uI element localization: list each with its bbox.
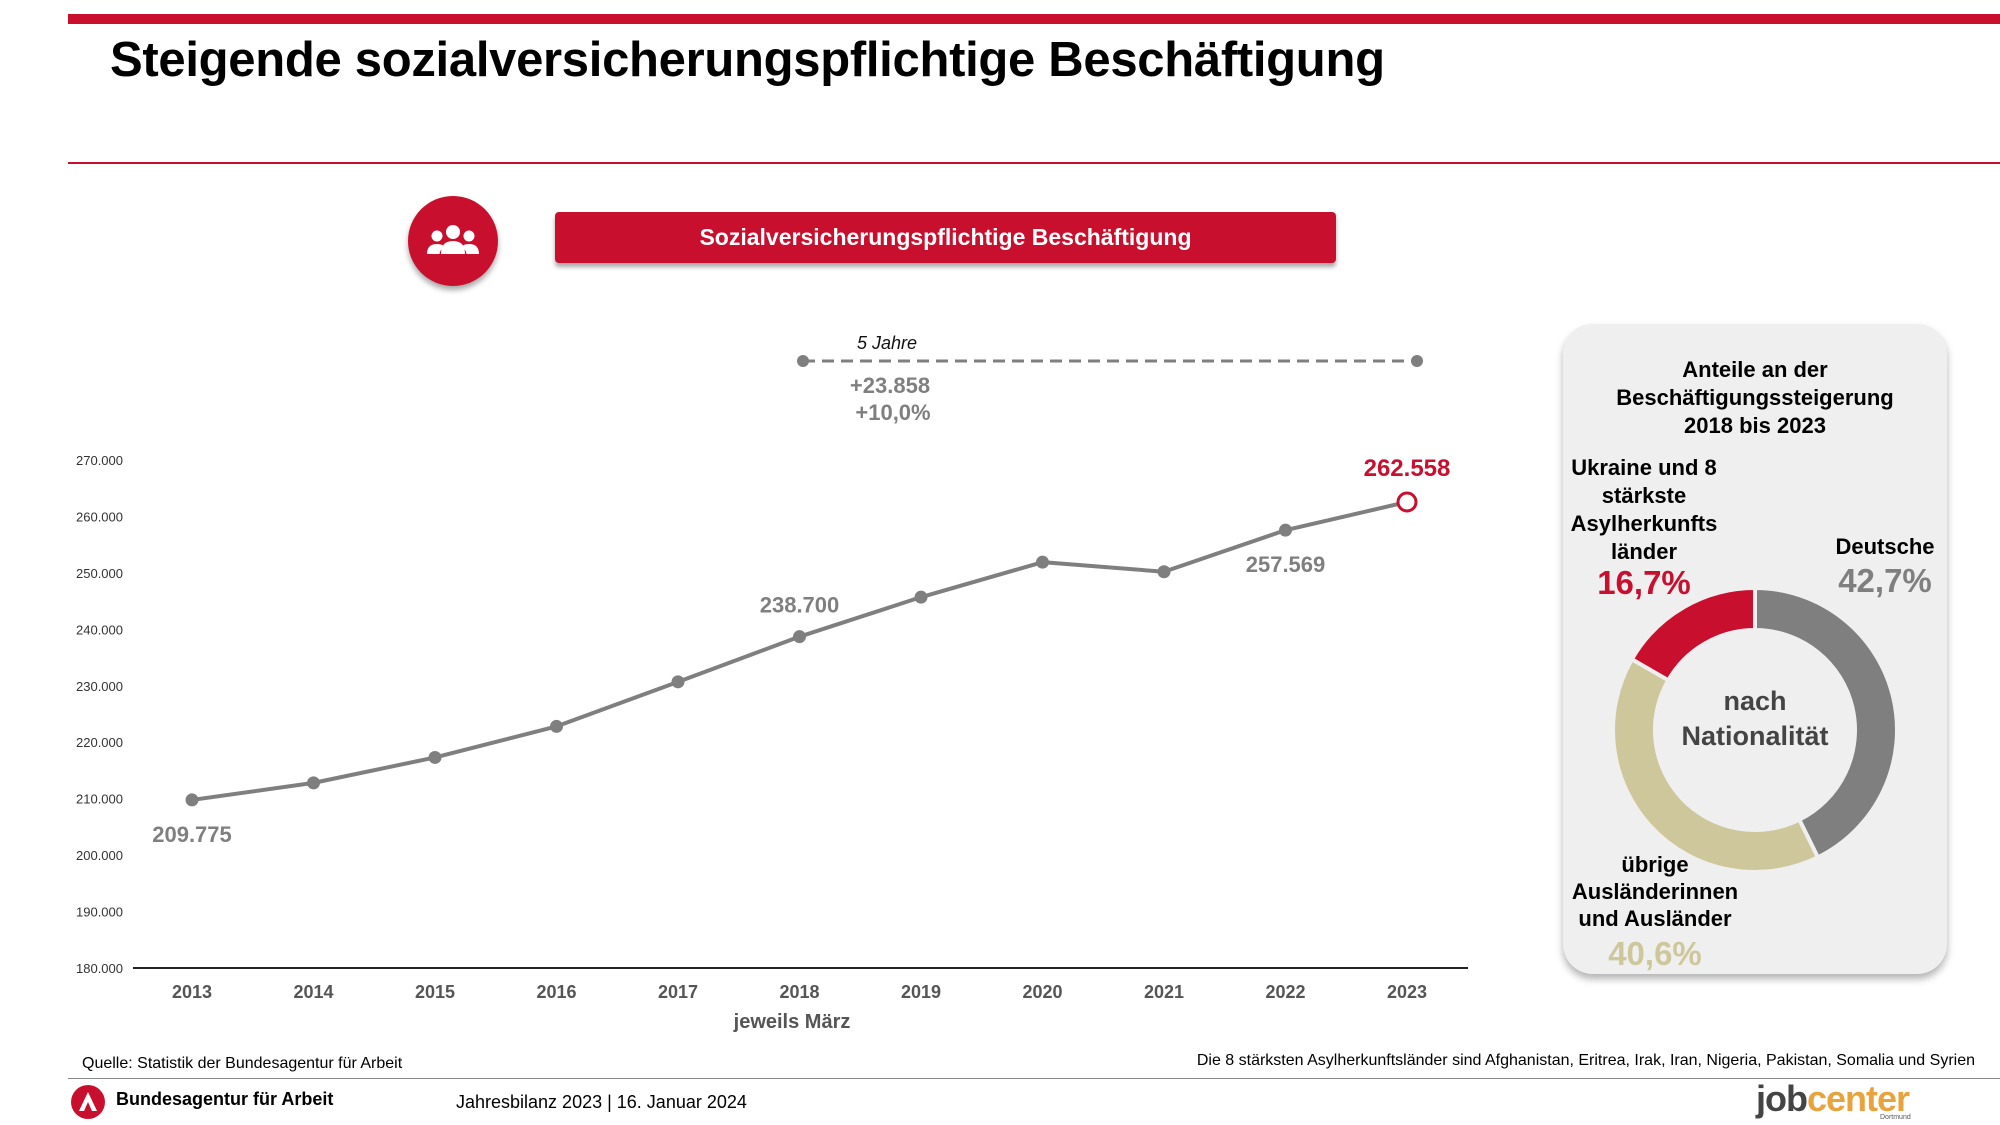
x-axis-title: jeweils März [733,1011,851,1033]
y-tick-label: 210.000 [76,792,123,807]
comparison-pct-change: +10,0% [855,400,930,425]
y-tick-label: 180.000 [76,961,123,976]
data-point [671,675,685,689]
asylum-countries-note: Die 8 stärksten Asylherkunftsländer sind… [1196,1052,1975,1069]
footer-event: Jahresbilanz 2023 | 16. Januar 2024 [456,1092,747,1112]
x-tick-label: 2019 [901,982,941,1002]
x-tick-label: 2022 [1265,982,1305,1002]
top-accent-bar [68,14,2000,24]
data-label: 209.775 [152,822,232,847]
source-note: Quelle: Statistik der Bundesagentur für … [82,1055,403,1072]
donut-slice [1753,585,1899,861]
data-label: 262.558 [1364,455,1451,482]
org-name: Bundesagentur für Arbeit [116,1089,334,1109]
donut-label-other: übrige Ausländerinnen und Ausländer [1571,852,1739,931]
donut-slice [1611,656,1821,874]
y-tick-label: 240.000 [76,622,123,637]
data-point [914,590,928,604]
donut-title: Anteile an der Beschäftigungssteigerung … [1616,357,1894,438]
donut-center-label-line1: nach [1723,686,1786,716]
comparison-end-point [1411,355,1423,367]
y-tick-label: 260.000 [76,509,123,524]
y-tick-label: 250.000 [76,566,123,581]
y-tick-label: 190.000 [76,905,123,920]
comparison-period-label: 5 Jahre [857,333,917,353]
ba-logo-icon [71,1085,105,1119]
data-labels: 209.775 238.700 257.569 262.558 [152,455,1450,847]
title-divider [68,162,2000,164]
x-tick-label: 2015 [415,982,455,1002]
x-tick-label: 2021 [1144,982,1184,1002]
comparison-bracket: 5 Jahre +23.858 +10,0% [797,333,1423,425]
donut-slices [1611,585,1899,874]
series-points [185,491,1418,807]
donut-label-ukraine: Ukraine und 8 stärkste Asylherkunfts län… [1570,455,1718,564]
x-tick-label: 2014 [293,982,333,1002]
data-point-highlight [1396,491,1418,513]
donut-pct-deutsche: 42,7% [1838,562,1932,599]
x-tick-label: 2013 [172,982,212,1002]
comparison-abs-change: +23.858 [850,373,930,398]
donut-label-deutsche: Deutsche [1835,534,1935,559]
x-tick-label: 2017 [658,982,698,1002]
donut-chart: nach Nationalität [1611,585,1899,874]
jobcenter-city: Dortmund [1880,1114,1911,1121]
data-label: 257.569 [1246,552,1326,577]
data-point [793,630,806,644]
donut-pct-ukraine: 16,7% [1597,564,1691,601]
y-tick-label: 220.000 [76,735,123,750]
line-chart: 270.000 260.000 250.000 240.000 230.000 220.0… [76,333,1468,1033]
donut-slice [1629,585,1757,683]
y-tick-label: 200.000 [76,848,123,863]
data-point [307,776,320,790]
y-tick-label: 270.000 [76,453,123,468]
x-tick-label: 2018 [779,982,819,1002]
comparison-start-point [797,355,809,367]
donut-center-label-line2: Nationalität [1681,721,1828,751]
footer-divider [68,1078,2000,1079]
people-group-icon [408,196,498,286]
x-tick-label: 2020 [1022,982,1062,1002]
data-point [1279,523,1292,537]
x-tick-label: 2016 [536,982,576,1002]
data-label: 238.700 [760,593,840,618]
data-point [1157,565,1171,579]
data-point [185,793,199,807]
data-point [1036,555,1049,569]
data-point [550,719,563,733]
donut-pct-other: 40,6% [1608,935,1702,972]
y-tick-label: 230.000 [76,679,123,694]
data-point [428,750,442,764]
y-axis-labels: 270.000 260.000 250.000 240.000 230.000 220.0… [76,453,123,976]
jobcenter-logo: jobcenter [1756,1078,1910,1119]
x-axis-labels: 2013 2014 2015 2016 2017 2018 2019 2020 2021 2022… [172,982,1427,1002]
x-tick-label: 2023 [1387,982,1427,1002]
series-line [191,500,1408,802]
section-banner: Sozialversicherungspflichtige Beschäftig… [555,212,1336,263]
page-title: Steigende sozialversicherungspflichtige … [110,33,1385,87]
